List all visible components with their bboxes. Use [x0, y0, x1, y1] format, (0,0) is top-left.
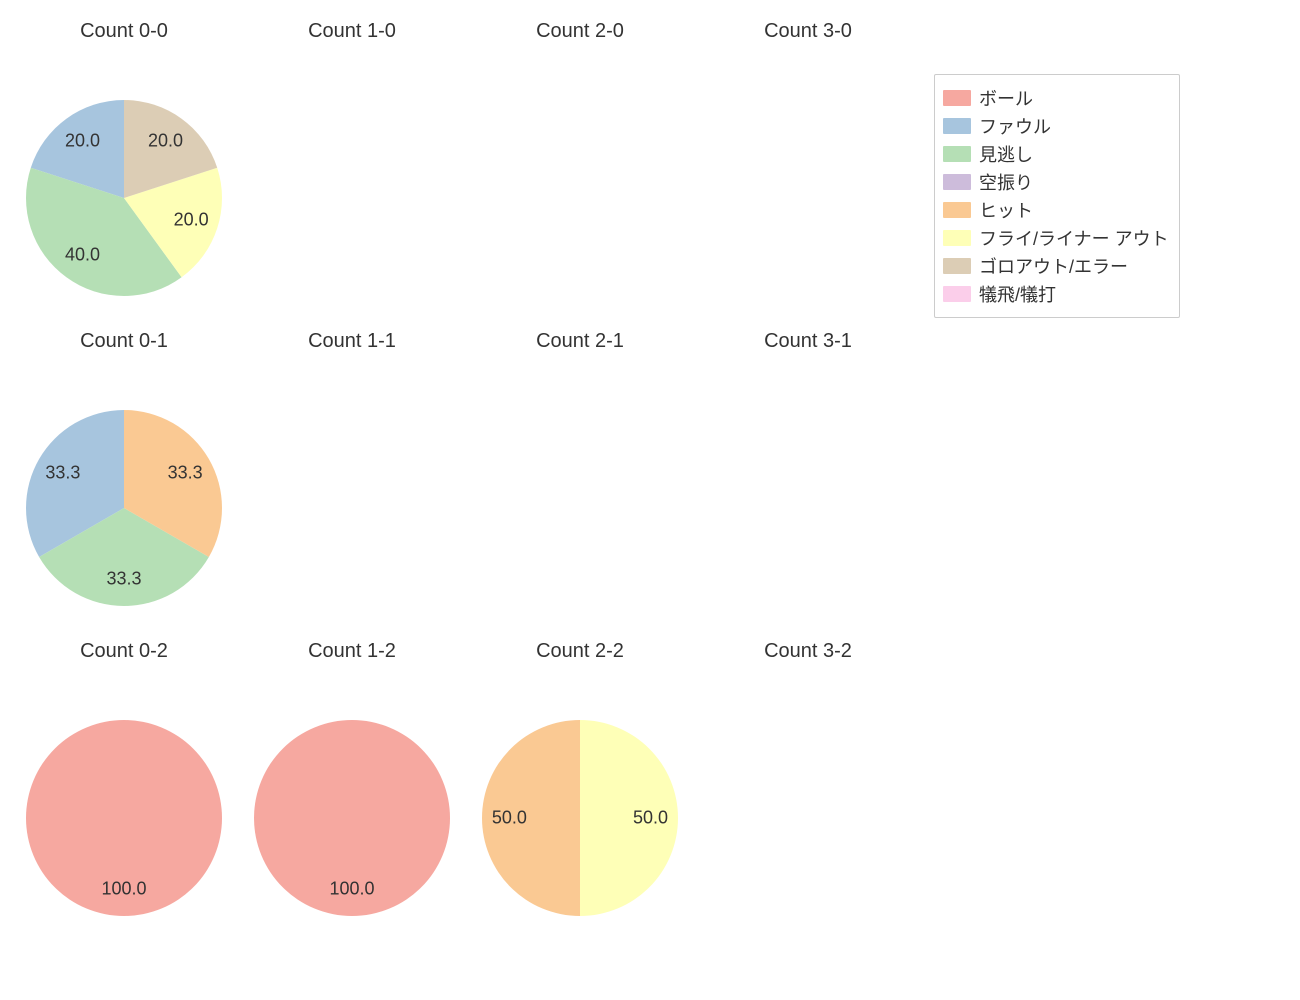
legend-label: ファウル: [979, 113, 1051, 139]
legend-swatch: [943, 90, 971, 106]
chart-stage: Count 0-020.040.020.020.0Count 1-0Count …: [0, 0, 1300, 1000]
legend-item: フライ/ライナー アウト: [943, 225, 1169, 251]
legend-label: ヒット: [979, 197, 1033, 223]
chart-title: Count 2-2: [466, 640, 694, 663]
pie-chart: 50.0 50.0: [482, 720, 678, 916]
legend: ボールファウル見逃し空振りヒットフライ/ライナー アウトゴロアウト/エラー犠飛/…: [934, 74, 1180, 318]
pie-slice-label: 20.0: [65, 130, 100, 151]
pie-slice-label: 33.3: [168, 462, 203, 483]
chart-title: Count 0-2: [10, 640, 238, 663]
chart-title: Count 1-0: [238, 20, 466, 43]
chart-cell: Count 1-2 100.0: [238, 640, 466, 950]
chart-title: Count 1-2: [238, 640, 466, 663]
pie-slice-label: 50.0: [633, 808, 668, 829]
pie-chart: [710, 410, 906, 606]
chart-title: Count 0-1: [10, 330, 238, 353]
pie-chart: 33.3 33.3 33.3: [26, 410, 222, 606]
chart-cell: Count 1-1: [238, 330, 466, 640]
chart-cell: Count 0-1 33.3 33.3 33.3: [10, 330, 238, 640]
legend-label: ボール: [979, 85, 1033, 111]
legend-swatch: [943, 202, 971, 218]
pie-chart: [254, 410, 450, 606]
pie-slice-label: 100.0: [101, 878, 146, 899]
legend-label: 犠飛/犠打: [979, 281, 1056, 307]
chart-cell: Count 3-2: [694, 640, 922, 950]
pie-chart: [482, 410, 678, 606]
pie-svg: [26, 100, 222, 296]
legend-label: 見逃し: [979, 141, 1033, 167]
chart-cell: Count 2-1: [466, 330, 694, 640]
pie-chart: 20.0 40.0 20.0 20.0: [26, 100, 222, 296]
chart-cell: Count 3-1: [694, 330, 922, 640]
chart-cell: Count 2-2 50.0 50.0: [466, 640, 694, 950]
pie-chart: 100.0: [254, 720, 450, 916]
chart-cell: Count 0-2 100.0: [10, 640, 238, 950]
chart-title: Count 1-1: [238, 330, 466, 353]
chart-title: Count 0-0: [10, 20, 238, 43]
legend-swatch: [943, 146, 971, 162]
legend-item: ヒット: [943, 197, 1169, 223]
pie-slice-label: 33.3: [45, 462, 80, 483]
chart-cell: Count 1-0: [238, 20, 466, 330]
chart-title: Count 2-1: [466, 330, 694, 353]
legend-swatch: [943, 118, 971, 134]
legend-swatch: [943, 258, 971, 274]
legend-swatch: [943, 286, 971, 302]
legend-item: 見逃し: [943, 141, 1169, 167]
pie-slice-label: 20.0: [148, 130, 183, 151]
chart-title: Count 2-0: [466, 20, 694, 43]
legend-label: 空振り: [979, 169, 1033, 195]
legend-swatch: [943, 230, 971, 246]
legend-item: ファウル: [943, 113, 1169, 139]
chart-cell: Count 0-0 20.0 40.0 20.0 20.0: [10, 20, 238, 330]
legend-item: 犠飛/犠打: [943, 281, 1169, 307]
pie-chart: 100.0: [26, 720, 222, 916]
chart-cell: Count 2-0: [466, 20, 694, 330]
pie-slice-label: 33.3: [106, 568, 141, 589]
chart-title: Count 3-1: [694, 330, 922, 353]
pie-chart: [710, 720, 906, 916]
legend-item: 空振り: [943, 169, 1169, 195]
pie-chart: [482, 100, 678, 296]
legend-label: フライ/ライナー アウト: [979, 225, 1169, 251]
pie-chart: [254, 100, 450, 296]
pie-slice-label: 50.0: [492, 808, 527, 829]
chart-cell: Count 3-0: [694, 20, 922, 330]
pie-slice-label: 20.0: [174, 209, 209, 230]
legend-label: ゴロアウト/エラー: [979, 253, 1128, 279]
pie-slice-label: 40.0: [65, 245, 100, 266]
legend-item: ボール: [943, 85, 1169, 111]
pie-chart: [710, 100, 906, 296]
chart-title: Count 3-0: [694, 20, 922, 43]
chart-title: Count 3-2: [694, 640, 922, 663]
pie-slice-label: 100.0: [329, 878, 374, 899]
legend-swatch: [943, 174, 971, 190]
legend-item: ゴロアウト/エラー: [943, 253, 1169, 279]
